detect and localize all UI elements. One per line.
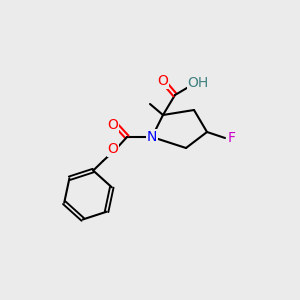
- Text: O: O: [108, 118, 118, 132]
- Text: F: F: [228, 131, 236, 145]
- Text: O: O: [108, 142, 118, 156]
- Text: N: N: [147, 130, 157, 144]
- Text: O: O: [158, 74, 168, 88]
- Text: OH: OH: [188, 76, 208, 90]
